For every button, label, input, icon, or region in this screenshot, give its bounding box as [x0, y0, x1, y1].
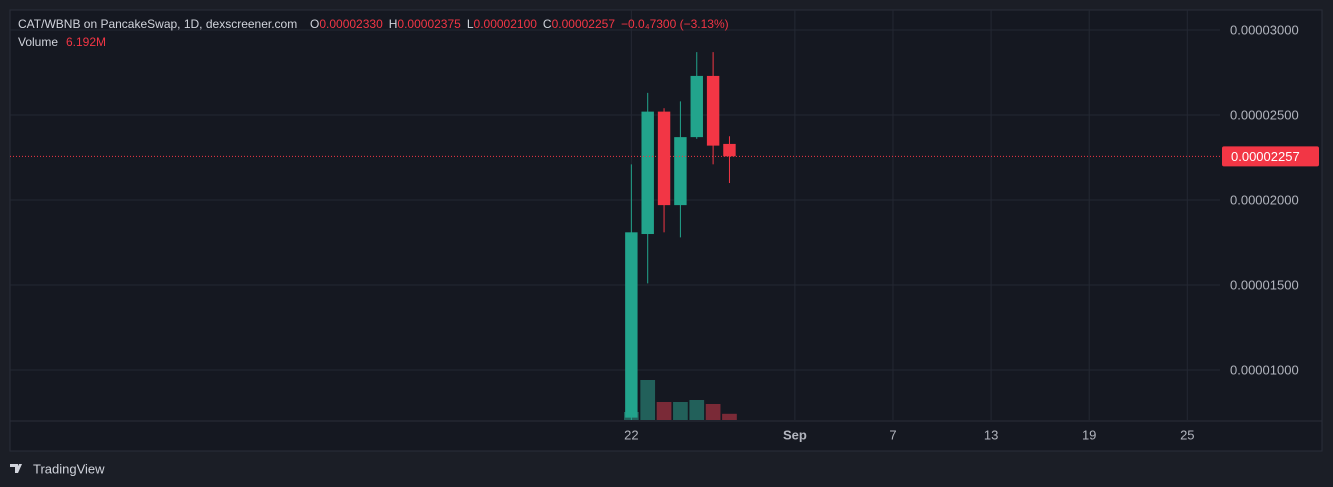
labels: 0.00001000 0.00001500 0.00002000 0.00002500… [624, 22, 1319, 442]
volume-bar [705, 404, 721, 420]
legend-change: −0.0₄7300 (−3.13%) [621, 17, 729, 31]
x-tick-label: 7 [889, 427, 896, 442]
legend-value: 0.00002375 [397, 17, 461, 31]
x-tick-label: 25 [1180, 427, 1194, 442]
x-tick-label: 19 [1082, 427, 1096, 442]
candle-body [657, 111, 671, 206]
last-price-box [1222, 146, 1319, 167]
legend-key: H [389, 17, 398, 31]
chart-frame [9, 9, 1323, 452]
y-tick-label: 0.00002500 [1230, 107, 1299, 122]
chart-title: CAT/WBNB on PancakeSwap, 1D, dexscreener… [18, 17, 297, 31]
legend-key: C [543, 17, 552, 31]
legend-key: O [310, 17, 319, 31]
x-tick-label: 22 [624, 427, 638, 442]
ohlc-legend: O0.00002330 H0.00002375 L0.00002100 C0.0000… [310, 17, 729, 31]
x-tick-label: 13 [984, 427, 998, 442]
logo: TradingView [10, 461, 105, 476]
legend-value: 0.00002330 [319, 17, 383, 31]
last-price-label: 0.00002257 [1231, 149, 1300, 164]
y-tick-label: 0.00001000 [1230, 362, 1299, 377]
candle-body [625, 232, 638, 418]
candle-body [706, 75, 720, 146]
candle-body [690, 75, 703, 138]
volume-bar [640, 380, 656, 420]
candle-body [674, 137, 687, 206]
grid [10, 10, 1220, 420]
brand: TradingView [33, 461, 105, 476]
volume-value: 6.192M [66, 35, 106, 49]
volume-label: Volume [18, 35, 58, 49]
volume-bar [656, 402, 672, 420]
volume-bar [689, 400, 705, 420]
x-tick-label: Sep [783, 427, 807, 442]
legend-key: L [467, 17, 474, 31]
y-tick-label: 0.00003000 [1230, 22, 1299, 37]
marks [10, 52, 1220, 420]
legend-value: 0.00002100 [474, 17, 538, 31]
volume-bar [673, 402, 688, 420]
y-tick-label: 0.00001500 [1230, 277, 1299, 292]
y-tick-label: 0.00002000 [1230, 192, 1299, 207]
candle-body [641, 111, 654, 235]
legend-value: 0.00002257 [552, 17, 616, 31]
candle-body [723, 143, 736, 157]
volume-bar [722, 413, 737, 420]
logo-icon [10, 464, 22, 473]
